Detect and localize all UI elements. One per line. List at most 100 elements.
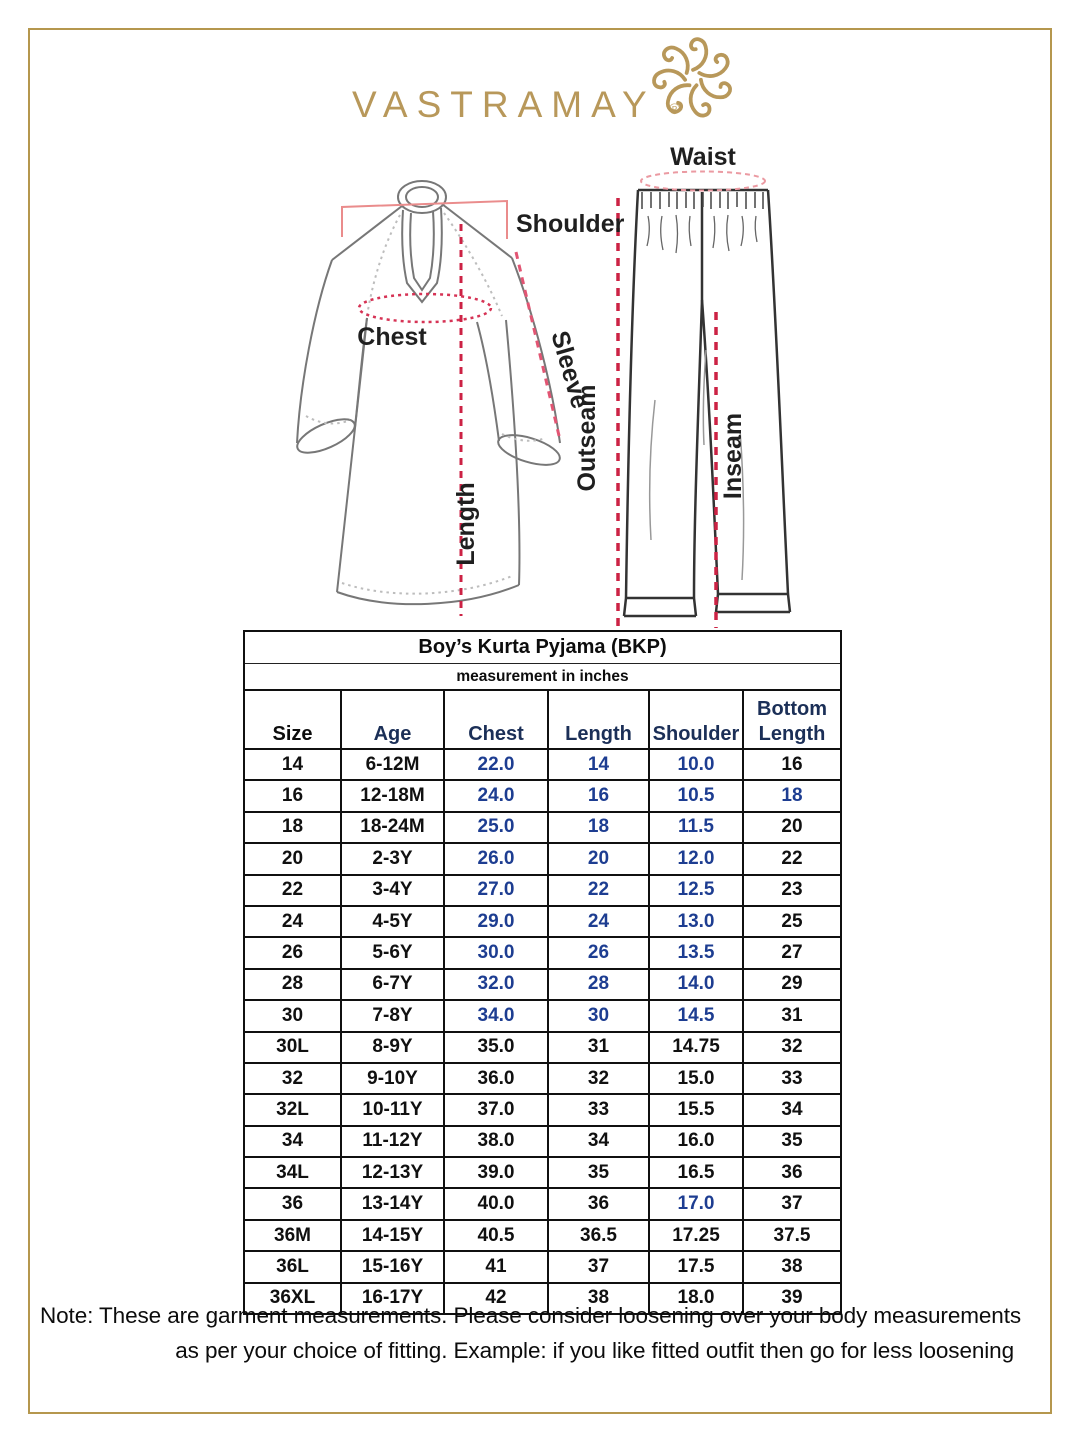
pyjama-outline [622, 188, 792, 618]
table-cell: 36.0 [445, 1063, 549, 1094]
table-header-row: Size Age Chest Length Shoulder Bottom Length [245, 691, 840, 750]
waistband-elastic-ticks [641, 192, 764, 209]
table-row: 30 7-8Y 34.0 30 14.5 31 [245, 1001, 840, 1033]
table-cell: 17.25 [650, 1220, 744, 1251]
table-cell: 2-3Y [342, 844, 445, 874]
table-cell: 14.5 [650, 1001, 744, 1031]
table-cell: 31 [781, 1004, 803, 1026]
table-cell: 35.0 [445, 1032, 549, 1062]
table-cell: 20 [245, 844, 342, 874]
mandala-petals [652, 37, 732, 118]
table-cell: 25 [781, 910, 803, 932]
table-cell: 18 [549, 812, 650, 843]
waist-measure-ellipse [640, 170, 766, 192]
table-cell: 3-4Y [342, 875, 445, 905]
garment-note: Note: These are garment measurements. Pl… [40, 1298, 1021, 1368]
table-cell: 14 [549, 750, 650, 780]
table-title: Boy’s Kurta Pyjama (BKP) [245, 632, 840, 664]
sleeve-measure-line [514, 251, 562, 441]
table-cell: 38 [549, 1283, 650, 1314]
table-cell: 34 [245, 1126, 342, 1157]
note-line-1: Note: These are garment measurements. Pl… [40, 1303, 1021, 1328]
table-cell: 40.0 [445, 1189, 549, 1219]
table-row: 30L 8-9Y 35.0 31 14.75 32 [245, 1032, 840, 1064]
table-cell: 38.0 [445, 1126, 549, 1157]
table-cell: 37.0 [445, 1095, 549, 1125]
table-cell: 6-7Y [342, 969, 445, 1000]
table-cell: 39.0 [445, 1158, 549, 1188]
table-cell: 16 [549, 781, 650, 811]
garment-measurement-diagram: Shoulder Chest Sleeve Length Waist Outse… [296, 143, 792, 638]
table-cell: 35 [549, 1158, 650, 1188]
table-cell: 36XL [245, 1283, 342, 1314]
table-cell: 32 [549, 1063, 650, 1094]
column-header: Age [342, 691, 445, 748]
table-cell: 11-12Y [342, 1126, 445, 1157]
table-cell: 34 [549, 1126, 650, 1157]
table-cell: 37.5 [773, 1224, 811, 1246]
waistband-gathers [646, 214, 758, 254]
table-cell: 29.0 [445, 906, 549, 937]
table-row: 26 5-6Y 30.0 26 13.5 27 [245, 938, 840, 970]
table-cell: 9-10Y [342, 1063, 445, 1094]
table-cell: 15.5 [650, 1095, 744, 1125]
table-cell: 18 [245, 812, 342, 843]
table-row: 32 9-10Y 36.0 32 15.0 33 [245, 1063, 840, 1096]
table-cell: 42 [445, 1283, 549, 1314]
table-cell: 20 [781, 816, 803, 838]
table-cell: 32 [245, 1063, 342, 1094]
table-row: 18 18-24M 25.0 18 11.5 20 [245, 812, 840, 845]
inseam-label: Inseam [719, 413, 747, 499]
table-row: 34L 12-13Y 39.0 35 16.5 36 [245, 1158, 840, 1190]
table-cell: 17.5 [650, 1252, 744, 1282]
table-cell: 26.0 [445, 844, 549, 874]
table-cell: 32.0 [445, 969, 549, 1000]
table-cell: 16.5 [650, 1158, 744, 1188]
table-row: 22 3-4Y 27.0 22 12.5 23 [245, 875, 840, 907]
table-row: 24 4-5Y 29.0 24 13.0 25 [245, 906, 840, 939]
table-cell: 38 [781, 1255, 803, 1277]
table-cell: 31 [549, 1032, 650, 1062]
table-cell: 15.0 [650, 1063, 744, 1094]
table-cell: 12-13Y [342, 1158, 445, 1188]
table-cell: 12.0 [650, 844, 744, 874]
column-header: Length [549, 691, 650, 748]
table-cell: 30.0 [445, 938, 549, 968]
table-cell: 41 [445, 1252, 549, 1282]
table-cell: 35 [781, 1130, 803, 1152]
table-cell: 37 [549, 1252, 650, 1282]
column-header: Bottom Length [757, 698, 827, 745]
table-cell: 13.5 [650, 938, 744, 968]
table-cell: 22.0 [445, 750, 549, 780]
table-cell: 17.0 [650, 1189, 744, 1219]
outseam-label: Outseam [573, 385, 601, 492]
table-cell: 18-24M [342, 812, 445, 843]
table-cell: 30 [245, 1001, 342, 1031]
table-body: 14 6-12M 22.0 14 10.0 16 16 12-18M 24.0 16 10.5 18 1… [245, 750, 840, 1314]
table-cell: 18.0 [650, 1283, 744, 1314]
table-cell: 29 [781, 973, 803, 995]
waist-label: Waist [670, 143, 736, 171]
table-cell: 20 [549, 844, 650, 874]
table-cell: 18 [781, 785, 803, 807]
table-cell: 8-9Y [342, 1032, 445, 1062]
table-cell: 5-6Y [342, 938, 445, 968]
table-cell: 16 [245, 781, 342, 811]
table-cell: 40.5 [445, 1220, 549, 1251]
table-cell: 6-12M [342, 750, 445, 780]
length-label: Length [452, 482, 480, 565]
table-row: 16 12-18M 24.0 16 10.5 18 [245, 781, 840, 813]
table-cell: 36.5 [549, 1220, 650, 1251]
table-cell: 22 [781, 847, 803, 869]
table-cell: 33 [549, 1095, 650, 1125]
table-row: 34 11-12Y 38.0 34 16.0 35 [245, 1126, 840, 1159]
table-cell: 36 [781, 1161, 803, 1183]
table-subtitle: measurement in inches [245, 664, 840, 691]
note-line-2: as per your choice of fitting. Example: … [175, 1338, 1014, 1363]
column-header: Size [245, 691, 342, 748]
table-cell: 30L [245, 1032, 342, 1062]
table-cell: 36 [245, 1189, 342, 1219]
table-row: 20 2-3Y 26.0 20 12.0 22 [245, 844, 840, 876]
shoulder-measure-bracket [341, 199, 508, 239]
